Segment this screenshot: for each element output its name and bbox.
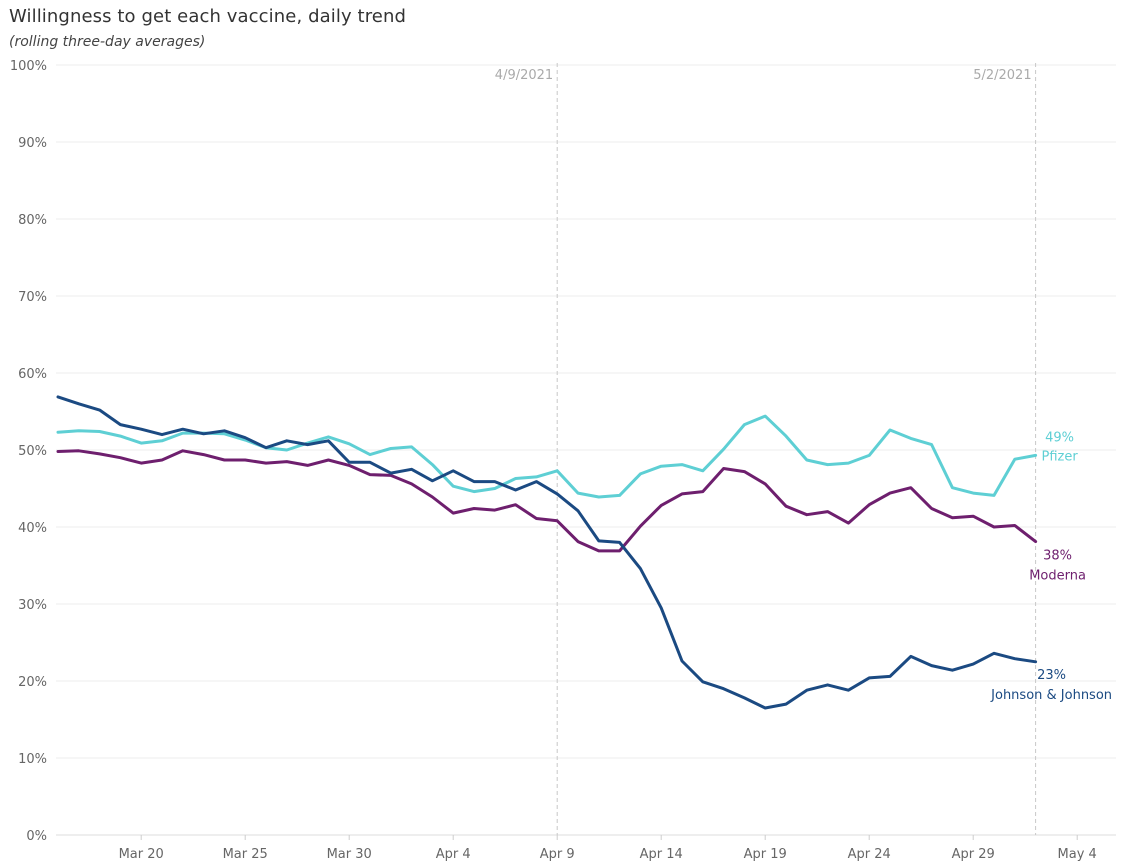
series-end-name-label: Johnson & Johnson bbox=[990, 688, 1112, 703]
series-line-moderna bbox=[56, 449, 1038, 553]
x-tick-label: Apr 29 bbox=[952, 847, 995, 862]
reference-line-label: 5/2/2021 bbox=[973, 68, 1031, 83]
series-end-value-label: 38% bbox=[1043, 549, 1072, 564]
series-end-value-label: 49% bbox=[1045, 430, 1074, 445]
x-tick-label: Apr 24 bbox=[848, 847, 891, 862]
y-tick-label: 20% bbox=[18, 675, 47, 690]
x-tick-label: Mar 25 bbox=[223, 847, 268, 862]
y-tick-label: 90% bbox=[18, 136, 47, 151]
y-tick-label: 0% bbox=[26, 829, 47, 844]
x-tick-label: May 4 bbox=[1058, 847, 1097, 862]
x-tick-label: Apr 9 bbox=[540, 847, 575, 862]
x-tick-label: Apr 19 bbox=[744, 847, 787, 862]
series-end-name-label: Pfizer bbox=[1041, 449, 1078, 464]
y-tick-label: 30% bbox=[18, 598, 47, 613]
y-tick-label: 80% bbox=[18, 213, 47, 228]
y-tick-label: 100% bbox=[10, 59, 47, 74]
y-tick-label: 40% bbox=[18, 521, 47, 536]
x-tick-label: Apr 14 bbox=[640, 847, 683, 862]
x-tick-label: Mar 30 bbox=[327, 847, 372, 862]
reference-line-label: 4/9/2021 bbox=[495, 68, 553, 83]
y-tick-label: 60% bbox=[18, 367, 47, 382]
y-tick-label: 70% bbox=[18, 290, 47, 305]
series-end-value-label: 23% bbox=[1037, 668, 1066, 683]
y-tick-label: 10% bbox=[18, 752, 47, 767]
chart-subtitle: (rolling three-day averages) bbox=[9, 34, 206, 50]
chart-title: Willingness to get each vaccine, daily t… bbox=[9, 6, 407, 27]
x-tick-label: Mar 20 bbox=[119, 847, 164, 862]
series-line-johnson-johnson bbox=[56, 395, 1038, 710]
series-end-name-label: Moderna bbox=[1029, 569, 1086, 584]
x-tick-label: Apr 4 bbox=[436, 847, 471, 862]
y-tick-label: 50% bbox=[18, 444, 47, 459]
series-line-pfizer bbox=[56, 414, 1038, 499]
